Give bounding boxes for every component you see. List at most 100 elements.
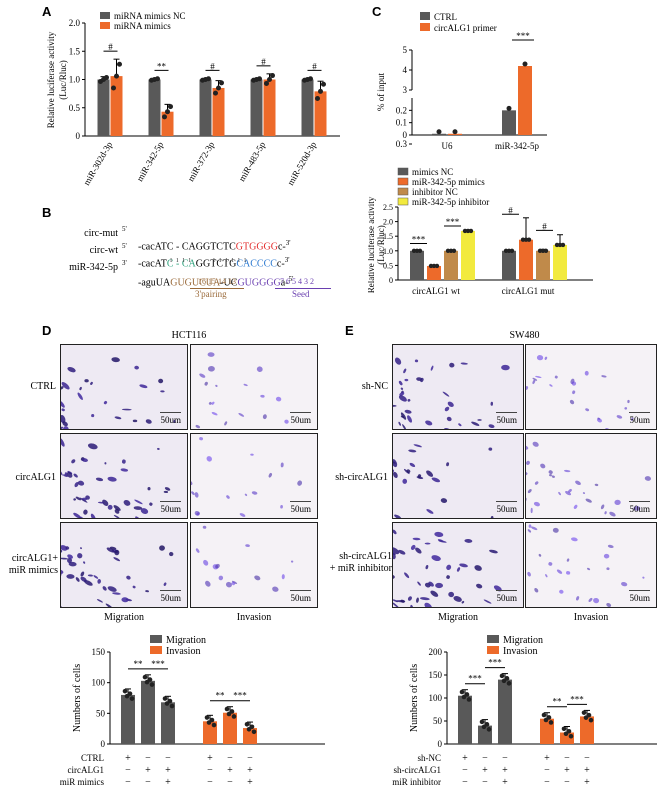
data-point <box>224 706 230 712</box>
cell-blob <box>490 401 494 406</box>
cell-blob <box>61 382 70 390</box>
data-point <box>522 61 528 67</box>
panel-e-row-shcircalg1: sh-circALG1 <box>335 472 388 483</box>
cell-blob <box>67 366 76 373</box>
cell-blob <box>576 596 580 601</box>
cell-blob <box>563 469 571 473</box>
cell-blob <box>280 462 284 468</box>
panel-d-row-circalg1-mimics: circALG1+ miR mimics <box>8 553 58 576</box>
bar <box>461 230 475 280</box>
sig-label: # <box>542 221 547 231</box>
cell-blob <box>400 415 405 418</box>
panel-e-col-migration: Migration <box>438 612 478 623</box>
panel-d-title: HCT116 <box>171 330 207 341</box>
panel-d-row-ctrl: CTRL <box>30 381 56 392</box>
cell-blob <box>112 592 121 595</box>
wt-5prime: 5' <box>122 242 127 250</box>
cell-blob <box>114 416 122 420</box>
cell-blob <box>203 559 209 566</box>
y-tick-label: 100 <box>92 678 106 688</box>
cell-blob <box>642 576 645 579</box>
cell-blob <box>59 438 65 447</box>
cell-blob <box>121 408 132 411</box>
cell-blob <box>63 474 68 477</box>
panel-e-row-shcircalg1-inhibitor: sh-circALG1 + miR inhibitor <box>329 551 392 574</box>
legend-label: Migration <box>503 635 543 646</box>
cell-blob <box>607 544 614 549</box>
cell-blob <box>410 544 416 550</box>
cell-blob <box>400 412 407 420</box>
cell-blob <box>593 597 600 604</box>
cell-blob <box>530 526 538 531</box>
condition-label: miR mimics <box>60 777 104 787</box>
cell-blob <box>262 414 267 420</box>
cell-blob <box>199 373 206 378</box>
data-point <box>436 129 442 135</box>
data-point <box>114 73 119 79</box>
data-point <box>548 720 554 725</box>
data-point <box>466 697 472 702</box>
cell-blob <box>398 549 406 555</box>
data-point <box>213 90 218 96</box>
cell-blob <box>173 419 176 424</box>
cell-blob <box>410 604 414 611</box>
pairing-label: 3'pairing <box>195 289 227 299</box>
cell-blob <box>606 567 610 571</box>
cell-blob <box>164 487 171 491</box>
y-axis-title: Relative luciferase activity <box>46 31 56 128</box>
cell-blob <box>453 596 462 602</box>
cell-blob <box>585 498 592 503</box>
cell-blob <box>90 381 93 385</box>
cell-blob <box>239 513 246 517</box>
cell-blob <box>218 575 224 581</box>
data-point <box>452 129 458 135</box>
bar <box>536 250 550 280</box>
d-micrograph-r2-c1: 50um <box>0 358 188 573</box>
cell-blob <box>493 585 502 592</box>
cell-blob <box>621 581 628 587</box>
y-tick-label: 0 <box>101 739 106 749</box>
cell-blob <box>417 474 422 478</box>
wt-seq-e: c- <box>276 258 285 270</box>
cell-blob <box>571 381 577 386</box>
scale-bar: 50um <box>160 501 181 514</box>
legend-label: Invasion <box>503 646 537 657</box>
sig-label: *** <box>412 235 426 245</box>
panel-label-a: A <box>42 4 52 19</box>
cell-blob <box>140 508 149 514</box>
sig-label: ** <box>134 659 144 669</box>
cell-blob <box>440 498 448 503</box>
data-point <box>501 678 507 684</box>
condition-mark: − <box>165 753 171 764</box>
e-micrograph-r3-c1: 50um <box>245 446 524 669</box>
cell-blob <box>126 575 131 580</box>
cell-blob <box>449 362 455 368</box>
cell-blob <box>425 564 429 570</box>
cell-blob <box>104 462 107 465</box>
cell-blob <box>66 574 75 579</box>
cell-blob <box>501 364 510 371</box>
cell-blob <box>417 581 421 586</box>
e-micrograph-r2-c2: 50um <box>377 356 657 581</box>
cell-blob <box>545 574 548 578</box>
x-tick-label: miR-302d-3p <box>81 140 114 187</box>
data-point <box>251 729 257 735</box>
y-tick-label: 0.3 <box>396 139 408 149</box>
cell-blob <box>565 491 572 496</box>
cell-blob <box>272 586 279 592</box>
y-tick-label: 0 <box>438 739 443 749</box>
x-tick-label: miR-342-5p <box>495 141 539 151</box>
cell-blob <box>268 472 272 478</box>
cell-blob <box>446 564 452 570</box>
bar <box>580 716 594 744</box>
cell-blob <box>404 572 410 579</box>
y-tick-label: 50 <box>433 716 443 726</box>
cell-blob <box>81 497 88 501</box>
cell-blob <box>87 574 93 577</box>
sig-label: *** <box>516 31 530 41</box>
cell-blob <box>120 468 129 472</box>
cell-blob <box>600 504 605 510</box>
pairing-ticks: ı ı ı ı ı ı ı ı ı ı <box>170 255 248 264</box>
y-tick-label: 0 <box>389 276 393 285</box>
